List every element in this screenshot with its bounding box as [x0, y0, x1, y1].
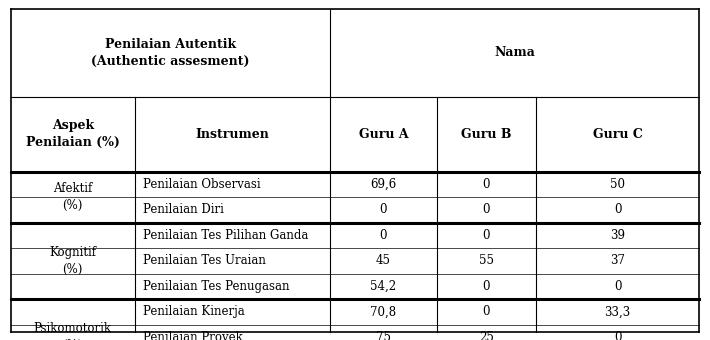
- Text: 54,2: 54,2: [371, 280, 396, 293]
- Text: Psikomotorik
(%): Psikomotorik (%): [34, 322, 111, 340]
- Text: 0: 0: [483, 178, 490, 191]
- Text: 0: 0: [614, 331, 621, 340]
- Text: Penilaian Diri: Penilaian Diri: [143, 203, 224, 217]
- Text: Afektif
(%): Afektif (%): [53, 182, 92, 212]
- Text: Kognitif
(%): Kognitif (%): [49, 246, 97, 276]
- Text: 0: 0: [614, 280, 621, 293]
- Text: 25: 25: [479, 331, 493, 340]
- Text: 50: 50: [610, 178, 626, 191]
- Text: Penilaian Tes Pilihan Ganda: Penilaian Tes Pilihan Ganda: [143, 229, 309, 242]
- Text: Guru B: Guru B: [461, 128, 512, 141]
- Text: 0: 0: [380, 203, 387, 217]
- Text: 0: 0: [483, 229, 490, 242]
- Text: 70,8: 70,8: [371, 305, 396, 319]
- Text: 0: 0: [614, 203, 621, 217]
- Text: 0: 0: [380, 229, 387, 242]
- Text: Penilaian Autentik
(Authentic assesment): Penilaian Autentik (Authentic assesment): [91, 38, 250, 68]
- Text: Nama: Nama: [494, 46, 535, 59]
- Text: 45: 45: [376, 254, 391, 268]
- Text: Aspek
Penilaian (%): Aspek Penilaian (%): [26, 119, 120, 149]
- Text: 55: 55: [479, 254, 494, 268]
- Text: Penilaian Tes Uraian: Penilaian Tes Uraian: [143, 254, 266, 268]
- Text: 75: 75: [376, 331, 391, 340]
- Text: Guru A: Guru A: [359, 128, 408, 141]
- Text: 0: 0: [483, 280, 490, 293]
- Text: 69,6: 69,6: [371, 178, 396, 191]
- Text: Penilaian Tes Penugasan: Penilaian Tes Penugasan: [143, 280, 290, 293]
- Text: Instrumen: Instrumen: [195, 128, 270, 141]
- Text: 39: 39: [610, 229, 626, 242]
- Text: 0: 0: [483, 305, 490, 319]
- Text: Penilaian Observasi: Penilaian Observasi: [143, 178, 261, 191]
- Text: Penilaian Kinerja: Penilaian Kinerja: [143, 305, 245, 319]
- Text: 33,3: 33,3: [605, 305, 630, 319]
- Text: 0: 0: [483, 203, 490, 217]
- Text: 37: 37: [610, 254, 626, 268]
- Text: Penilaian Proyek: Penilaian Proyek: [143, 331, 243, 340]
- Text: Guru C: Guru C: [593, 128, 643, 141]
